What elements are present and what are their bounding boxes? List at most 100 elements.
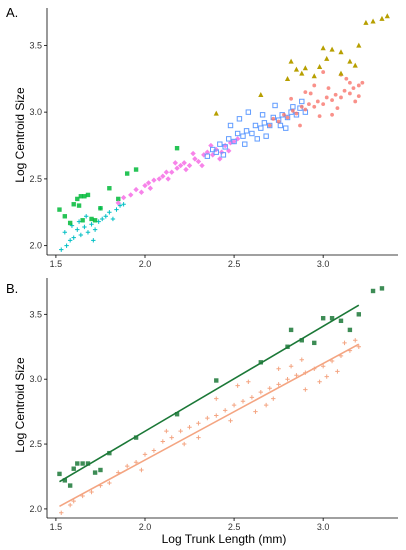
panel-a-data-point [242, 141, 248, 147]
panel-b-data-point [228, 418, 233, 423]
panel-b-data-point [92, 470, 98, 475]
panel-b-data-point [139, 467, 144, 473]
panel-b-data-point [205, 415, 210, 421]
panel-b-data-point [71, 466, 76, 471]
panel-b-data-point [196, 421, 201, 426]
panel-a-data-point [151, 177, 157, 183]
panel-b-data-point [356, 312, 362, 317]
panel-a-data-point [324, 95, 329, 100]
panel-a-data-point [82, 194, 87, 199]
panel-a-data-point [204, 153, 211, 159]
panel-b-data-point [214, 396, 219, 401]
panel-a-data-point [254, 136, 260, 142]
panel-b-data-point [214, 378, 219, 383]
panel-b-data-point [320, 364, 326, 369]
panel-a-data-point [352, 62, 358, 68]
panel-a-data-point [210, 152, 216, 158]
panel-b-data-point [222, 408, 228, 413]
panel-a-data-point [315, 99, 320, 104]
panel-b-data-point [151, 448, 157, 453]
panel-b-data-point [258, 389, 264, 395]
panel-a-data-point [282, 112, 286, 117]
panel-b-data-point [67, 483, 73, 488]
panel-a-data-point [190, 150, 196, 157]
panel-a-data-point [222, 144, 228, 150]
panel-a-data-point [82, 224, 87, 230]
panel-b-data-point [288, 364, 294, 369]
panel-a-data-point [234, 130, 241, 137]
panel-b-data-point [347, 327, 353, 333]
panel-a-data-point [57, 207, 62, 212]
panel-a-data-point [217, 141, 223, 147]
panel-a-data-point [174, 145, 180, 151]
panel-a-data-point [283, 125, 289, 131]
panel-b-data-point [133, 460, 139, 465]
panel-b-data-point [253, 409, 258, 414]
panel-a-data-point [199, 162, 205, 169]
panel-a-data-point [353, 99, 358, 104]
panel-a-axes: 1.5 2.0 2.5 3.0 2.0 2.5 3.0 3.5 [29, 8, 398, 269]
panel-a-data-point [356, 94, 361, 99]
panel-a-data-point [98, 206, 103, 211]
panel-b-x-tick-label: 3.0 [317, 522, 330, 532]
panel-a: A. Log Centroid Size 1.5 2.0 2.5 3.0 2.0 2.5 3… [6, 5, 398, 269]
panel-b-data-point [263, 402, 269, 408]
panel-a-data-point [267, 123, 272, 128]
panel-a-data-point [329, 46, 335, 52]
panel-a-data-point [288, 58, 294, 64]
panel-a-data-point [67, 238, 73, 243]
panel-a-data-point [92, 218, 98, 223]
panel-a-data-point [338, 49, 344, 55]
panel-b-regression-line [59, 304, 360, 483]
panel-a-data-point [285, 115, 290, 120]
panel-b-data-point [164, 428, 169, 434]
panel-a-data-point [89, 216, 94, 222]
panel-a-data-point [231, 138, 237, 145]
panel-a-data-point [142, 182, 148, 189]
panel-b-data-point [67, 502, 73, 508]
panel-a-data-point [298, 123, 302, 128]
panel-a-data-point [321, 102, 326, 107]
panel-a-data-point [62, 230, 68, 235]
panel-a-data-point [59, 247, 64, 252]
panel-a-data-point [302, 65, 308, 71]
panel-a-data-point [92, 227, 98, 232]
panel-a-data-point [303, 90, 308, 95]
panel-b-data-point [317, 379, 322, 384]
panel-a-data-point [124, 171, 130, 176]
panel-a-data-point [186, 162, 193, 169]
panel-b-data-point [276, 382, 281, 387]
panel-a-data-point [91, 238, 96, 243]
panel-b-x-tick-label: 2.0 [139, 522, 152, 532]
panel-a-plot-area [57, 13, 390, 252]
panel-a-data-point [258, 125, 264, 131]
panel-a-data-point [290, 104, 296, 110]
panel-b-data-point [124, 463, 130, 469]
panel-a-data-point [165, 176, 171, 182]
panel-b-data-point [246, 379, 251, 384]
panel-a-y-axis-title: Log Centroid Size [13, 87, 27, 183]
panel-b-data-point [353, 338, 358, 343]
panel-b-data-point [267, 386, 272, 391]
panel-a-data-point [384, 13, 390, 19]
panel-a-data-point [290, 108, 295, 113]
panel-b-y-tick-label: 3.5 [29, 309, 42, 319]
panel-b-data-point [59, 510, 64, 516]
panel-b-data-point [320, 316, 326, 321]
panel-a-data-point [114, 207, 119, 212]
panel-a-data-point [335, 106, 340, 111]
panel-b-data-point [324, 374, 329, 379]
panel-a-data-point [312, 104, 317, 109]
panel-a-data-point [284, 114, 291, 121]
panel-a-data-point [220, 152, 227, 158]
panel-a-data-point [67, 220, 73, 226]
panel-a-data-point [62, 214, 68, 219]
panel-a-data-point [172, 160, 178, 166]
panel-b-data-point [294, 373, 299, 378]
panel-b-data-point [271, 396, 276, 401]
panel-b-data-point [370, 288, 376, 294]
panel-a-data-point [121, 202, 126, 207]
panel-a-data-point [324, 55, 330, 61]
panel-a-data-point [163, 169, 170, 175]
